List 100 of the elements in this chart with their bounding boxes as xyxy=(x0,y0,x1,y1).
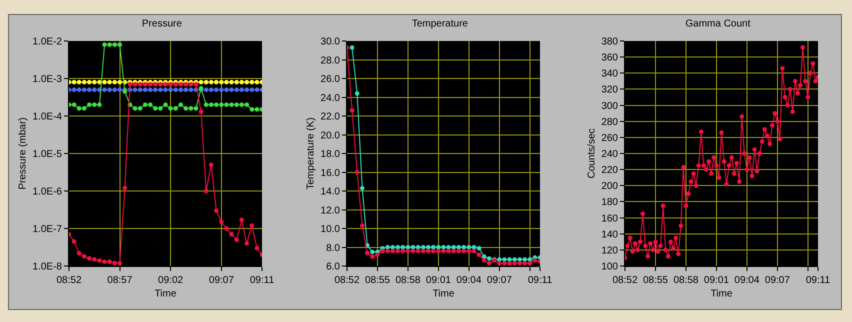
point xyxy=(118,88,122,92)
point xyxy=(132,82,138,87)
point xyxy=(184,88,188,92)
point xyxy=(486,256,492,261)
point xyxy=(102,88,107,92)
x-tick-label: 09:11 xyxy=(528,275,553,286)
point xyxy=(194,82,198,87)
point xyxy=(476,246,482,250)
y-tick-label: 1.0E-6 xyxy=(32,186,62,198)
point xyxy=(188,88,194,92)
y-tick-label: 30.0 xyxy=(320,36,340,48)
point xyxy=(244,88,250,92)
y-tick-label: 18.0 xyxy=(320,149,340,160)
point xyxy=(396,245,400,250)
point xyxy=(214,102,219,107)
point xyxy=(446,248,451,254)
point xyxy=(390,245,395,250)
point xyxy=(350,108,354,113)
point xyxy=(173,106,178,111)
y-tick-label: 240 xyxy=(601,149,618,160)
point xyxy=(112,88,117,92)
point xyxy=(426,245,431,250)
y-tick-label: 1.0E-5 xyxy=(32,149,62,160)
point xyxy=(107,42,112,47)
point xyxy=(244,241,250,246)
point xyxy=(380,248,385,254)
point xyxy=(168,106,173,111)
x-axis-title: Time xyxy=(710,288,733,300)
point xyxy=(517,260,522,266)
y-tick-label: 6.0 xyxy=(326,262,340,272)
point xyxy=(102,259,107,264)
point xyxy=(451,245,456,250)
point xyxy=(204,102,208,107)
point xyxy=(76,88,82,92)
point xyxy=(507,257,512,262)
point xyxy=(102,80,107,84)
point xyxy=(522,260,528,266)
point xyxy=(163,102,168,107)
point xyxy=(204,80,208,84)
x-tick-label: 08:55 xyxy=(642,275,668,286)
point xyxy=(72,80,76,84)
point xyxy=(204,88,208,92)
point xyxy=(168,88,173,92)
point xyxy=(208,88,214,92)
point xyxy=(244,102,250,107)
point xyxy=(178,102,183,107)
point xyxy=(400,245,406,250)
point xyxy=(462,248,466,254)
point xyxy=(219,80,224,84)
point xyxy=(158,82,163,87)
point xyxy=(118,80,122,84)
point xyxy=(472,245,476,250)
point xyxy=(72,88,76,92)
y-tick-label: 380 xyxy=(601,36,618,48)
point xyxy=(497,257,502,262)
point xyxy=(482,258,486,263)
x-tick-label: 08:52 xyxy=(334,275,360,286)
point xyxy=(92,80,97,84)
y-tick-label: 320 xyxy=(601,84,618,96)
point xyxy=(416,248,420,254)
point xyxy=(208,80,214,84)
point xyxy=(224,88,229,92)
y-axis-title: Counts/sec xyxy=(586,128,598,179)
point xyxy=(219,220,224,224)
x-tick-label: 09:01 xyxy=(704,275,730,286)
x-tick-label: 09:07 xyxy=(208,275,234,286)
point xyxy=(431,248,436,254)
point xyxy=(198,80,204,84)
y-tick-label: 1.0E-7 xyxy=(32,224,62,235)
point xyxy=(426,248,431,254)
point xyxy=(354,170,360,174)
point xyxy=(350,45,354,50)
point xyxy=(142,82,148,87)
point xyxy=(148,82,153,87)
point xyxy=(82,80,86,84)
point xyxy=(234,80,239,84)
x-tick-label: 08:57 xyxy=(107,275,133,286)
point xyxy=(214,208,219,213)
y-tick-label: 14.0 xyxy=(320,186,340,198)
point xyxy=(76,80,82,84)
point xyxy=(148,102,153,107)
chart-title: Temperature xyxy=(412,18,468,30)
point xyxy=(360,223,364,228)
point xyxy=(250,223,254,228)
point xyxy=(173,88,178,92)
point xyxy=(87,256,92,261)
y-tick-label: 16.0 xyxy=(320,168,340,179)
point xyxy=(87,88,92,92)
point xyxy=(112,80,117,84)
point xyxy=(365,250,370,256)
point xyxy=(92,88,97,92)
point xyxy=(122,186,128,190)
point xyxy=(188,106,194,111)
point xyxy=(107,259,112,264)
point xyxy=(370,254,375,259)
point xyxy=(178,88,183,92)
y-tick-label: 26.0 xyxy=(320,74,340,85)
point xyxy=(158,106,163,111)
y-tick-label: 1.0E-8 xyxy=(32,262,62,272)
y-tick-label: 100 xyxy=(601,262,618,272)
